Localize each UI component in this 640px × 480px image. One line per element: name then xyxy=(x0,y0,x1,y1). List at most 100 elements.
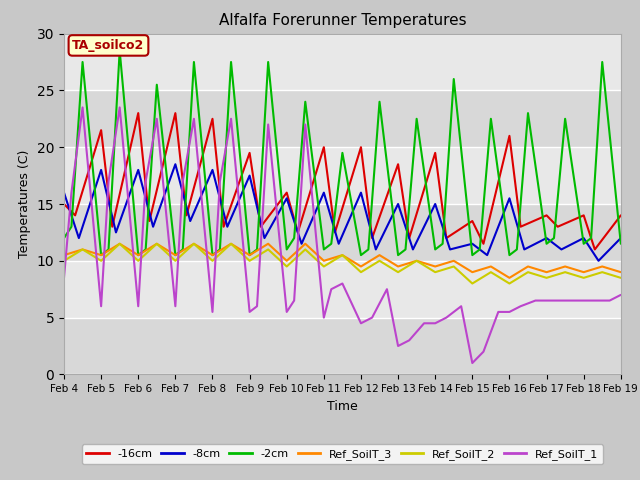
Ref_SoilT_1 xyxy=(283,309,291,315)
-2cm xyxy=(246,252,253,258)
Ref_SoilT_3 xyxy=(450,258,458,264)
-2cm xyxy=(209,252,216,258)
-16cm xyxy=(506,133,513,139)
-8cm xyxy=(409,247,417,252)
Ref_SoilT_3 xyxy=(134,252,142,258)
-16cm xyxy=(405,235,413,241)
Bar xyxy=(64,90,621,147)
Ref_SoilT_1 xyxy=(495,309,502,315)
Line: -8cm: -8cm xyxy=(64,164,621,261)
Bar xyxy=(64,147,621,204)
Title: Alfalfa Forerunner Temperatures: Alfalfa Forerunner Temperatures xyxy=(219,13,466,28)
-2cm xyxy=(216,247,224,252)
Ref_SoilT_1 xyxy=(227,116,235,121)
Ref_SoilT_1 xyxy=(328,286,335,292)
Ref_SoilT_1 xyxy=(97,303,105,309)
-2cm xyxy=(598,59,606,65)
Ref_SoilT_3 xyxy=(97,252,105,258)
Ref_SoilT_1 xyxy=(442,315,450,321)
Ref_SoilT_1 xyxy=(479,349,487,355)
Ref_SoilT_3 xyxy=(79,247,86,252)
Ref_SoilT_2 xyxy=(190,241,198,247)
-8cm xyxy=(506,195,513,201)
-2cm xyxy=(402,247,410,252)
Ref_SoilT_3 xyxy=(376,252,383,258)
Ref_SoilT_1 xyxy=(569,298,577,303)
Ref_SoilT_1 xyxy=(301,121,309,127)
Ref_SoilT_1 xyxy=(216,179,224,184)
-2cm xyxy=(339,150,346,156)
-16cm xyxy=(257,224,264,229)
Bar xyxy=(64,34,621,90)
-2cm xyxy=(134,252,142,258)
Ref_SoilT_1 xyxy=(543,298,550,303)
Ref_SoilT_2 xyxy=(506,281,513,287)
-16cm xyxy=(108,224,116,229)
Ref_SoilT_3 xyxy=(339,252,346,258)
Ref_SoilT_1 xyxy=(209,309,216,315)
-2cm xyxy=(506,252,513,258)
-2cm xyxy=(450,76,458,82)
-8cm xyxy=(543,235,550,241)
-2cm xyxy=(328,241,335,247)
Line: -16cm: -16cm xyxy=(64,113,621,250)
-16cm xyxy=(294,229,301,235)
-16cm xyxy=(209,116,216,121)
-2cm xyxy=(97,252,105,258)
-16cm xyxy=(145,218,153,224)
Ref_SoilT_2 xyxy=(153,241,161,247)
Ref_SoilT_1 xyxy=(394,343,402,349)
-16cm xyxy=(331,229,339,235)
-8cm xyxy=(520,247,528,252)
Line: Ref_SoilT_2: Ref_SoilT_2 xyxy=(64,244,621,284)
Ref_SoilT_1 xyxy=(339,281,346,287)
Ref_SoilT_3 xyxy=(246,252,253,258)
-2cm xyxy=(394,252,402,258)
Ref_SoilT_1 xyxy=(506,309,513,315)
Text: TA_soilco2: TA_soilco2 xyxy=(72,39,145,52)
-8cm xyxy=(357,190,365,195)
Ref_SoilT_2 xyxy=(172,258,179,264)
-8cm xyxy=(557,247,565,252)
-2cm xyxy=(543,241,550,247)
-2cm xyxy=(153,82,161,87)
Ref_SoilT_3 xyxy=(506,275,513,281)
Ref_SoilT_2 xyxy=(209,258,216,264)
Ref_SoilT_1 xyxy=(134,303,142,309)
-2cm xyxy=(142,247,150,252)
-2cm xyxy=(357,252,365,258)
-16cm xyxy=(516,224,524,229)
-8cm xyxy=(617,235,625,241)
-2cm xyxy=(476,247,484,252)
Ref_SoilT_3 xyxy=(468,269,476,275)
-2cm xyxy=(79,59,86,65)
Ref_SoilT_1 xyxy=(172,303,179,309)
Ref_SoilT_2 xyxy=(431,269,439,275)
-16cm xyxy=(431,150,439,156)
Ref_SoilT_2 xyxy=(79,247,86,252)
-16cm xyxy=(283,190,291,195)
Ref_SoilT_3 xyxy=(320,258,328,264)
-16cm xyxy=(134,110,142,116)
Ref_SoilT_1 xyxy=(116,105,124,110)
-2cm xyxy=(253,247,261,252)
Ref_SoilT_1 xyxy=(357,321,365,326)
Ref_SoilT_2 xyxy=(617,275,625,281)
Ref_SoilT_1 xyxy=(368,315,376,321)
-16cm xyxy=(442,235,450,241)
Ref_SoilT_3 xyxy=(524,264,532,269)
-8cm xyxy=(431,201,439,207)
Ref_SoilT_1 xyxy=(420,321,428,326)
-2cm xyxy=(413,116,420,121)
-16cm xyxy=(320,144,328,150)
Ref_SoilT_3 xyxy=(264,241,272,247)
Ref_SoilT_3 xyxy=(190,241,198,247)
Ref_SoilT_3 xyxy=(580,269,588,275)
Ref_SoilT_1 xyxy=(383,286,391,292)
Ref_SoilT_1 xyxy=(179,179,187,184)
-8cm xyxy=(394,201,402,207)
Ref_SoilT_3 xyxy=(283,258,291,264)
Ref_SoilT_3 xyxy=(543,269,550,275)
Ref_SoilT_1 xyxy=(79,105,86,110)
-2cm xyxy=(580,241,588,247)
